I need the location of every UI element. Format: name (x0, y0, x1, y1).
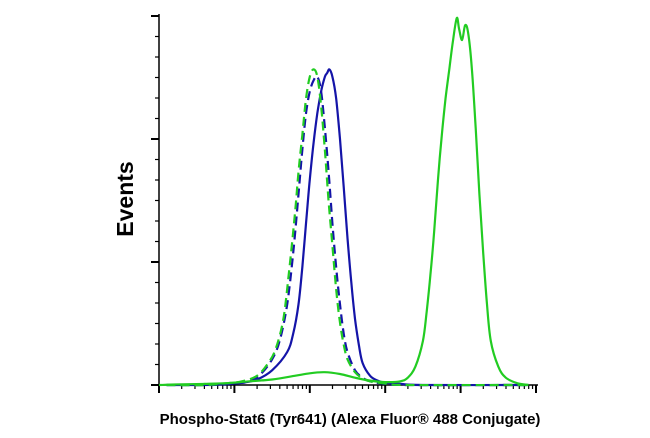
series-line-4 (158, 16, 529, 387)
y-axis-ticks (151, 15, 159, 386)
x-axis-ticks (158, 385, 537, 393)
x-axis-label: Phospho-Stat6 (Tyr641) (Alexa Fluor® 488… (160, 411, 541, 428)
series-layer (158, 16, 529, 387)
series-line-3 (166, 68, 529, 387)
series-line-1 (166, 68, 529, 387)
plot-frame (158, 14, 538, 386)
y-axis-label: Events (112, 161, 138, 236)
